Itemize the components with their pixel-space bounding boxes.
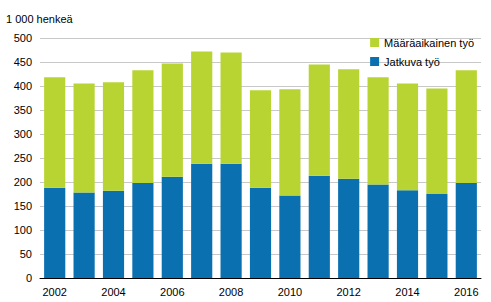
svg-text:350: 350 xyxy=(14,104,32,116)
svg-text:450: 450 xyxy=(14,56,32,68)
svg-text:Jatkuva työ: Jatkuva työ xyxy=(384,56,440,68)
svg-text:2014: 2014 xyxy=(395,286,419,298)
svg-text:50: 50 xyxy=(20,248,32,260)
svg-text:2010: 2010 xyxy=(278,286,302,298)
svg-text:100: 100 xyxy=(14,224,32,236)
svg-text:200: 200 xyxy=(14,176,32,188)
svg-text:Määräaikainen työ: Määräaikainen työ xyxy=(384,37,474,49)
svg-text:2004: 2004 xyxy=(101,286,125,298)
svg-text:2006: 2006 xyxy=(160,286,184,298)
svg-text:300: 300 xyxy=(14,128,32,140)
svg-text:0: 0 xyxy=(26,272,32,284)
svg-text:500: 500 xyxy=(14,32,32,44)
svg-text:400: 400 xyxy=(14,80,32,92)
svg-text:1 000 henkeä: 1 000 henkeä xyxy=(6,13,74,25)
svg-text:2016: 2016 xyxy=(454,286,478,298)
svg-text:150: 150 xyxy=(14,200,32,212)
svg-text:2008: 2008 xyxy=(219,286,243,298)
svg-text:250: 250 xyxy=(14,152,32,164)
svg-text:2002: 2002 xyxy=(42,286,66,298)
svg-text:2012: 2012 xyxy=(336,286,360,298)
